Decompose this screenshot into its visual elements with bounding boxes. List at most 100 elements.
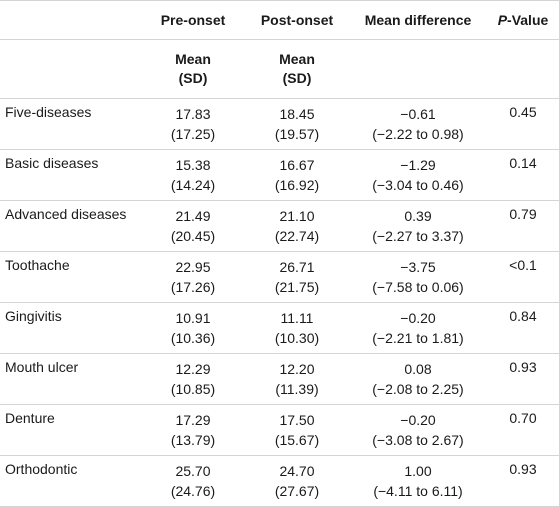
mean-difference-ci: (−2.27 to 3.37): [372, 228, 464, 244]
table-row: Five-diseases 17.83 (17.25) 18.45 (19.57) −0.…: [0, 98, 559, 150]
pre-onset-cell: 17.83 (17.25): [141, 98, 245, 150]
post-onset-cell: 18.45 (19.57): [245, 98, 349, 150]
header-post-onset: Post-onset: [245, 0, 349, 40]
header-row: Pre-onset Post-onset Mean difference P-V…: [0, 0, 559, 40]
pre-onset-sd: (10.85): [170, 381, 216, 397]
header-mean-difference: Mean difference: [349, 0, 487, 40]
pre-onset-mean: 17.83: [175, 106, 211, 122]
row-label: Basic diseases: [0, 149, 141, 201]
p-value-cell: 0.70: [487, 404, 559, 456]
mean-difference-value: −0.61: [400, 106, 436, 122]
pre-onset-mean: 12.29: [175, 361, 211, 377]
subheader-diff-empty: [349, 39, 487, 99]
pre-onset-mean: 21.49: [175, 208, 211, 224]
subheader-empty: [0, 39, 141, 99]
pre-onset-cell: 17.29 (13.79): [141, 404, 245, 456]
pre-onset-cell: 22.95 (17.26): [141, 251, 245, 303]
mean-difference-value: −0.20: [400, 412, 436, 428]
table-row: Gingivitis 10.91 (10.36) 11.11 (10.30) −0.20 (…: [0, 302, 559, 354]
p-value-cell: 0.79: [487, 200, 559, 252]
post-onset-sd: (10.30): [274, 330, 320, 346]
pre-onset-mean: 25.70: [175, 463, 211, 479]
post-onset-sd: (11.39): [275, 381, 319, 397]
row-label: Orthodontic: [0, 455, 141, 507]
mean-difference-value: −0.20: [400, 310, 436, 326]
post-onset-cell: 24.70 (27.67): [245, 455, 349, 507]
table-row: Orthodontic 25.70 (24.76) 24.70 (27.67) 1.00 (…: [0, 455, 559, 507]
row-label: Mouth ulcer: [0, 353, 141, 405]
mean-difference-value: −3.75: [400, 259, 436, 275]
p-value-cell: <0.1: [487, 251, 559, 303]
post-onset-cell: 17.50 (15.67): [245, 404, 349, 456]
p-value-cell: 0.93: [487, 353, 559, 405]
mean-difference-cell: 1.00 (−4.11 to 6.11): [349, 455, 487, 507]
row-label: Gingivitis: [0, 302, 141, 354]
subheader-post-mean: Mean: [279, 51, 315, 67]
pre-onset-mean: 22.95: [175, 259, 211, 275]
post-onset-sd: (19.57): [274, 126, 320, 142]
mean-difference-ci: (−3.08 to 2.67): [372, 432, 464, 448]
mean-difference-cell: 0.08 (−2.08 to 2.25): [349, 353, 487, 405]
pre-onset-cell: 21.49 (20.45): [141, 200, 245, 252]
mean-difference-value: 0.39: [404, 208, 432, 224]
post-onset-cell: 21.10 (22.74): [245, 200, 349, 252]
mean-difference-cell: −0.61 (−2.22 to 0.98): [349, 98, 487, 150]
p-value-cell: 0.45: [487, 98, 559, 150]
row-label: Five-diseases: [0, 98, 141, 150]
post-onset-cell: 26.71 (21.75): [245, 251, 349, 303]
pre-onset-sd: (14.24): [170, 177, 216, 193]
pre-onset-mean: 10.91: [175, 310, 211, 326]
post-onset-sd: (21.75): [274, 279, 320, 295]
subheader-p-empty: [487, 39, 559, 99]
header-empty: [0, 0, 141, 40]
mean-difference-cell: −3.75 (−7.58 to 0.06): [349, 251, 487, 303]
table-row: Advanced diseases 21.49 (20.45) 21.10 (22.74…: [0, 200, 559, 252]
post-onset-mean: 17.50: [279, 412, 315, 428]
table-row: Mouth ulcer 12.29 (10.85) 12.20 (11.39) 0.08 (…: [0, 353, 559, 405]
p-value-cell: 0.14: [487, 149, 559, 201]
mean-difference-ci: (−3.04 to 0.46): [372, 177, 464, 193]
mean-difference-value: 0.08: [404, 361, 432, 377]
subheader-post-mean-sd: Mean (SD): [245, 39, 349, 99]
row-label: Denture: [0, 404, 141, 456]
post-onset-mean: 16.67: [279, 157, 315, 173]
post-onset-sd: (16.92): [274, 177, 320, 193]
mean-difference-ci: (−7.58 to 0.06): [372, 279, 464, 295]
pre-onset-mean: 15.38: [175, 157, 211, 173]
header-p-suffix: -Value: [507, 12, 549, 28]
post-onset-mean: 12.20: [279, 361, 315, 377]
pre-onset-sd: (17.26): [170, 279, 216, 295]
subheader-post-sd: (SD): [282, 70, 312, 86]
mean-difference-cell: −1.29 (−3.04 to 0.46): [349, 149, 487, 201]
mean-difference-ci: (−2.22 to 0.98): [372, 126, 464, 142]
mean-difference-value: 1.00: [404, 463, 432, 479]
table-row: Basic diseases 15.38 (14.24) 16.67 (16.92) −1…: [0, 149, 559, 201]
subheader-pre-mean: Mean: [175, 51, 211, 67]
pre-onset-cell: 10.91 (10.36): [141, 302, 245, 354]
pre-onset-sd: (13.79): [170, 432, 216, 448]
post-onset-sd: (15.67): [274, 432, 320, 448]
subheader-pre-mean-sd: Mean (SD): [141, 39, 245, 99]
post-onset-sd: (27.67): [274, 483, 320, 499]
mean-difference-cell: 0.39 (−2.27 to 3.37): [349, 200, 487, 252]
post-onset-mean: 21.10: [279, 208, 315, 224]
table-row: Denture 17.29 (13.79) 17.50 (15.67) −0.20 (−3.…: [0, 404, 559, 456]
post-onset-mean: 11.11: [280, 310, 314, 326]
pre-onset-sd: (24.76): [170, 483, 216, 499]
mean-difference-value: −1.29: [400, 157, 436, 173]
table-row: Toothache 22.95 (17.26) 26.71 (21.75) −3.75 (−…: [0, 251, 559, 303]
post-onset-mean: 18.45: [279, 106, 315, 122]
pre-onset-cell: 15.38 (14.24): [141, 149, 245, 201]
header-pre-onset: Pre-onset: [141, 0, 245, 40]
p-value-cell: 0.93: [487, 455, 559, 507]
post-onset-cell: 16.67 (16.92): [245, 149, 349, 201]
post-onset-mean: 26.71: [279, 259, 315, 275]
subheader-row: Mean (SD) Mean (SD): [0, 39, 559, 99]
mean-difference-ci: (−2.08 to 2.25): [372, 381, 464, 397]
header-p-value: P-Value: [487, 0, 559, 40]
mean-difference-ci: (−2.21 to 1.81): [372, 330, 464, 346]
post-onset-sd: (22.74): [274, 228, 320, 244]
header-p-letter: P: [497, 12, 508, 28]
